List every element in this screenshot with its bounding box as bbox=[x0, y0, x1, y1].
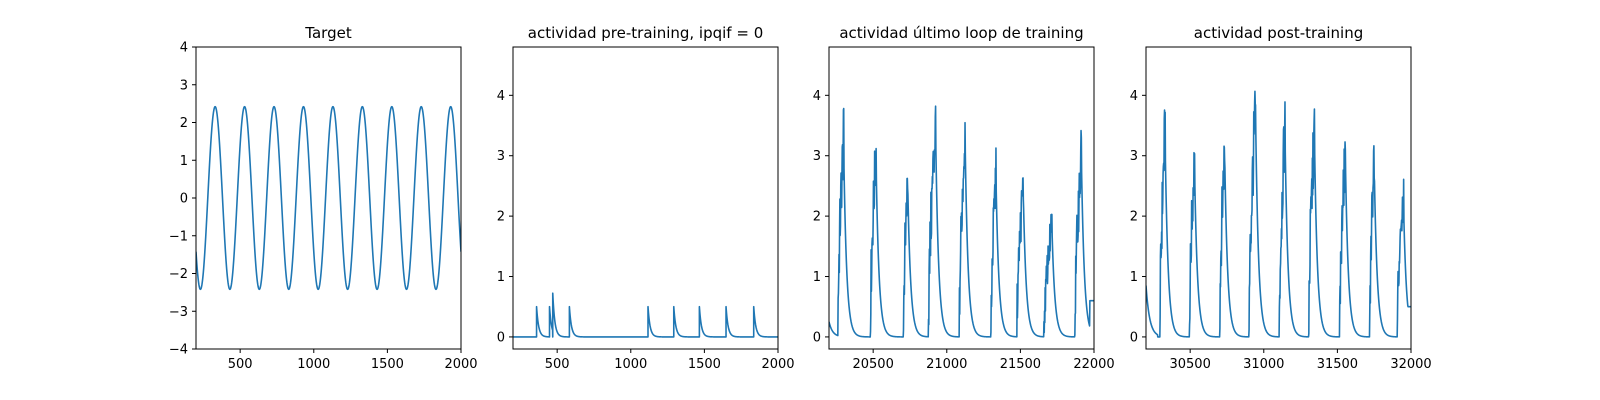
x-tick-label: 2000 bbox=[761, 357, 794, 372]
chart-title: Target bbox=[304, 24, 352, 42]
x-tick-label: 500 bbox=[228, 357, 253, 372]
series-line bbox=[829, 105, 1094, 338]
x-tick-label: 1500 bbox=[371, 357, 404, 372]
series-line bbox=[513, 292, 778, 338]
x-tick-label: 500 bbox=[545, 357, 570, 372]
y-tick-label: 3 bbox=[497, 149, 505, 164]
y-tick-label: 0 bbox=[813, 330, 821, 345]
y-tick-label: 2 bbox=[497, 210, 505, 225]
y-tick-label: 1 bbox=[813, 270, 821, 285]
y-tick-label: 3 bbox=[180, 78, 188, 93]
y-tick-label: 0 bbox=[180, 192, 188, 207]
chart-panel-last-training-loop: actividad último loop de training 20500 2… bbox=[813, 24, 1115, 372]
y-tick-label: 2 bbox=[1130, 210, 1138, 225]
chart-title: actividad post-training bbox=[1194, 24, 1363, 42]
x-tick-label: 1000 bbox=[297, 357, 330, 372]
y-tick-label: 4 bbox=[1130, 89, 1138, 104]
chart-title: actividad pre-training, ipqif = 0 bbox=[528, 24, 764, 42]
y-tick-label: 4 bbox=[813, 89, 821, 104]
x-tick-label: 20500 bbox=[852, 357, 893, 372]
y-tick-label: −1 bbox=[169, 229, 188, 244]
plot-frame bbox=[1145, 46, 1412, 350]
plot-frame bbox=[828, 46, 1095, 350]
y-tick-label: −3 bbox=[169, 305, 188, 320]
x-tick-label: 21500 bbox=[1000, 357, 1041, 372]
x-tick-label: 21000 bbox=[926, 357, 967, 372]
y-tick-label: 2 bbox=[180, 116, 188, 131]
x-tick-label: 1000 bbox=[614, 357, 647, 372]
y-tick-label: −2 bbox=[169, 267, 188, 282]
x-tick-label: 30500 bbox=[1169, 357, 1210, 372]
chart-panel-pre-training: actividad pre-training, ipqif = 0 500 100… bbox=[497, 24, 795, 372]
x-tick-label: 32000 bbox=[1390, 357, 1431, 372]
chart-panel-post-training: actividad post-training 30500 31000 31500 3… bbox=[1130, 24, 1432, 372]
x-tick-label: 2000 bbox=[444, 357, 477, 372]
y-tick-label: 2 bbox=[813, 210, 821, 225]
series-line bbox=[196, 105, 461, 291]
x-tick-label: 31500 bbox=[1317, 357, 1358, 372]
y-tick-label: 1 bbox=[1130, 270, 1138, 285]
y-tick-label: 4 bbox=[180, 41, 188, 56]
x-tick-label: 31000 bbox=[1243, 357, 1284, 372]
y-tick-label: 0 bbox=[1130, 330, 1138, 345]
chart-title: actividad último loop de training bbox=[839, 24, 1083, 42]
y-tick-label: 4 bbox=[497, 89, 505, 104]
plot-frame bbox=[195, 46, 462, 350]
y-tick-label: 3 bbox=[813, 149, 821, 164]
y-tick-label: 3 bbox=[1130, 149, 1138, 164]
y-tick-label: −4 bbox=[169, 343, 188, 358]
y-tick-label: 1 bbox=[497, 270, 505, 285]
plot-frame bbox=[512, 46, 779, 350]
y-tick-label: 0 bbox=[497, 330, 505, 345]
y-tick-label: 1 bbox=[180, 154, 188, 169]
x-tick-label: 1500 bbox=[688, 357, 721, 372]
x-tick-label: 22000 bbox=[1073, 357, 1114, 372]
series-line bbox=[1146, 90, 1411, 338]
chart-panel-target: Target 500 1000 1500 2000 −4 −3 −2 −1 0 1 2 3 4 bbox=[169, 24, 478, 372]
